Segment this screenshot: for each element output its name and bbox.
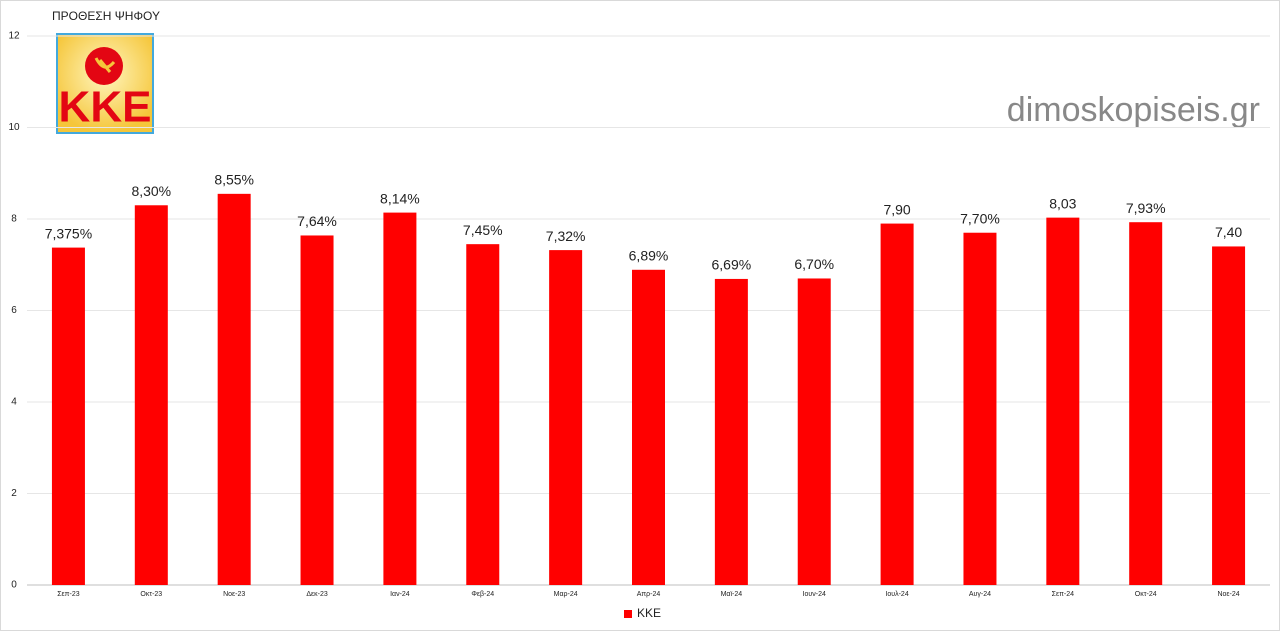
logo-symbol	[94, 57, 116, 73]
bar	[51, 247, 85, 585]
watermark: dimoskopiseis.gr	[1007, 91, 1260, 129]
data-label: 7,40	[1215, 224, 1242, 240]
bar	[714, 278, 748, 585]
data-label: 7,375%	[45, 225, 92, 241]
data-label: 7,64%	[297, 213, 337, 229]
x-tick-label: Ιουλ-24	[885, 591, 908, 598]
x-tick-label: Νοε-24	[1217, 591, 1239, 598]
data-label: 7,45%	[463, 222, 503, 238]
y-tick-label: 10	[8, 122, 20, 133]
x-tick-label: Δεκ-23	[306, 591, 328, 598]
bar	[1129, 222, 1163, 585]
data-label: 7,70%	[960, 210, 1000, 226]
bar	[134, 205, 168, 585]
y-tick-label: 0	[11, 580, 17, 591]
chart-title: ΠΡΟΘΕΣΗ ΨΗΦΟΥ	[52, 9, 160, 23]
logo: KKE	[56, 33, 154, 134]
bar	[383, 212, 417, 585]
bar	[1046, 217, 1080, 585]
data-label: 8,55%	[214, 172, 254, 188]
legend-label: KKE	[637, 606, 661, 620]
bar	[1212, 246, 1246, 585]
x-tick-label: Ιουν-24	[803, 591, 826, 598]
bar	[632, 269, 665, 585]
x-tick-label: Απρ-24	[637, 591, 661, 598]
x-tick-label: Μαρ-24	[554, 591, 578, 598]
bar	[466, 244, 500, 585]
data-label: 7,90	[883, 201, 910, 217]
bar	[963, 232, 997, 585]
data-label: 8,03	[1049, 195, 1076, 211]
y-tick-label: 4	[11, 397, 17, 408]
data-label: 7,93%	[1126, 200, 1166, 216]
logo-text: KKE	[59, 83, 152, 132]
legend-swatch	[624, 610, 632, 618]
x-tick-label: Αυγ-24	[969, 591, 991, 598]
bar	[797, 278, 831, 585]
bar	[217, 193, 251, 585]
bar	[300, 235, 334, 585]
bar	[549, 250, 583, 586]
data-label: 8,14%	[380, 190, 420, 206]
x-tick-label: Φεβ-24	[471, 591, 494, 598]
y-tick-label: 12	[8, 31, 20, 42]
x-tick-label: Οκτ-24	[1135, 591, 1157, 598]
data-label: 8,30%	[131, 183, 171, 199]
x-tick-label: Σεπ-23	[57, 591, 80, 598]
x-tick-label: Νοε-23	[223, 591, 245, 598]
data-label: 6,89%	[629, 247, 669, 263]
y-tick-label: 6	[11, 305, 17, 316]
x-tick-label: Σεπ-24	[1052, 591, 1075, 598]
y-tick-label: 8	[11, 214, 17, 225]
x-tick-label: Οκτ-23	[140, 591, 162, 598]
x-tick-label: Ιαν-24	[390, 591, 410, 598]
data-label: 7,32%	[546, 228, 586, 244]
bar	[880, 223, 914, 585]
x-tick-label: Μαϊ-24	[721, 591, 743, 598]
data-label: 6,70%	[794, 256, 834, 272]
data-label: 6,69%	[712, 257, 752, 273]
y-tick-label: 2	[11, 488, 17, 499]
